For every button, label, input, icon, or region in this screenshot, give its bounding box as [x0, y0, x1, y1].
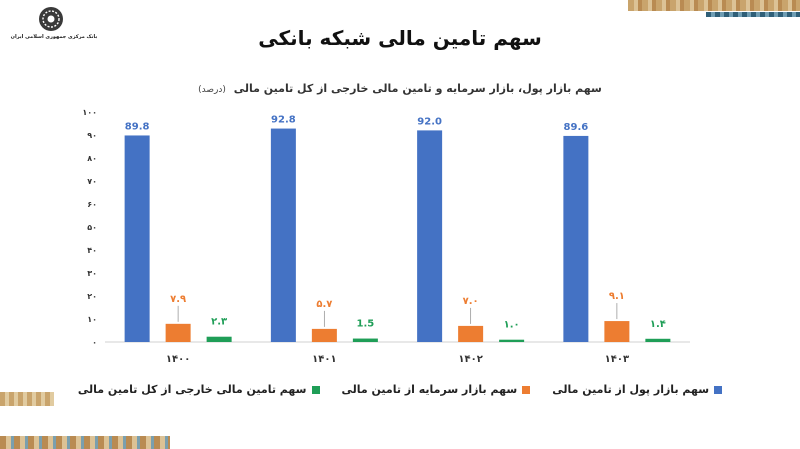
- bar: [352, 338, 378, 342]
- bar: [604, 321, 630, 342]
- legend-swatch: [522, 385, 531, 394]
- y-tick-label: ۷۰: [87, 177, 97, 186]
- legend-swatch: [714, 385, 723, 394]
- y-tick-label: ۵۰: [87, 223, 97, 232]
- data-label: ۷.۰: [463, 296, 479, 307]
- x-tick-label: ۱۴۰۳: [605, 354, 629, 365]
- y-tick-label: ۹۰: [87, 131, 97, 140]
- bank-logo-icon: [39, 7, 63, 31]
- data-label: ۹.۱: [609, 291, 625, 302]
- legend-entry: سهم بازار پول از تامین مالی: [552, 383, 723, 396]
- data-label: ۷.۹: [170, 294, 186, 305]
- bar: [458, 325, 484, 342]
- legend-label: سهم بازار پول از تامین مالی: [552, 383, 710, 396]
- bar: [499, 339, 525, 342]
- legend-entry: سهم تامین مالی خارجی از کل تامین مالی: [78, 383, 320, 396]
- bar: [206, 336, 232, 342]
- x-tick-label: ۱۴۰۲: [458, 354, 482, 365]
- chart-unit: (درصد): [198, 85, 226, 95]
- chart-title-text: سهم بازار پول، بازار سرمایه و تامین مالی…: [233, 82, 602, 95]
- legend-label: سهم تامین مالی خارجی از کل تامین مالی: [77, 383, 307, 396]
- decorative-border-bottom-left: [0, 392, 54, 406]
- data-label: 89.6: [564, 122, 589, 133]
- x-tick-label: ۱۴۰۰: [166, 354, 190, 365]
- bar: [124, 135, 150, 342]
- data-label: 1.5: [357, 319, 375, 330]
- decorative-border-bottom: [0, 436, 170, 449]
- data-label: 89.8: [125, 121, 150, 132]
- bar: [270, 128, 296, 342]
- legend-swatch: [311, 385, 320, 394]
- y-tick-label: ۶۰: [87, 200, 97, 209]
- y-tick-label: ۱۰۰: [82, 108, 97, 117]
- legend-label: سهم بازار سرمایه از تامین مالی: [341, 383, 518, 396]
- decorative-border-top: [628, 0, 800, 11]
- bar: [563, 135, 589, 342]
- chart-title: سهم بازار پول، بازار سرمایه و تامین مالی…: [0, 82, 800, 95]
- decorative-border-top-blue: [706, 12, 800, 17]
- y-tick-label: ۴۰: [87, 246, 97, 255]
- legend-entry: سهم بازار سرمایه از تامین مالی: [342, 383, 531, 396]
- bar: [417, 130, 443, 342]
- bar: [311, 328, 337, 342]
- page-title: سهم تامین مالی شبکه بانکی: [258, 26, 542, 50]
- y-tick-label: ۲۰: [87, 292, 97, 301]
- data-label: ۱.۴: [650, 319, 666, 330]
- data-label: ۲.۳: [211, 317, 227, 328]
- y-tick-label: ۰: [92, 338, 97, 347]
- bank-name: بانک مرکزی جمهوری اسلامی ایران: [10, 34, 98, 40]
- bar: [645, 338, 671, 342]
- bar: [165, 323, 191, 342]
- x-tick-label: ۱۴۰۱: [312, 354, 336, 365]
- y-tick-label: ۱۰: [87, 315, 97, 324]
- data-label: 92.0: [417, 116, 442, 127]
- data-label: 92.8: [271, 115, 296, 126]
- y-tick-label: ۳۰: [87, 269, 97, 278]
- data-label: ۱.۰: [504, 320, 520, 331]
- chart-legend: سهم بازار پول از تامین مالی سهم بازار سرم…: [0, 383, 800, 396]
- data-label: ۵.۷: [316, 299, 332, 310]
- y-tick-label: ۸۰: [87, 154, 97, 163]
